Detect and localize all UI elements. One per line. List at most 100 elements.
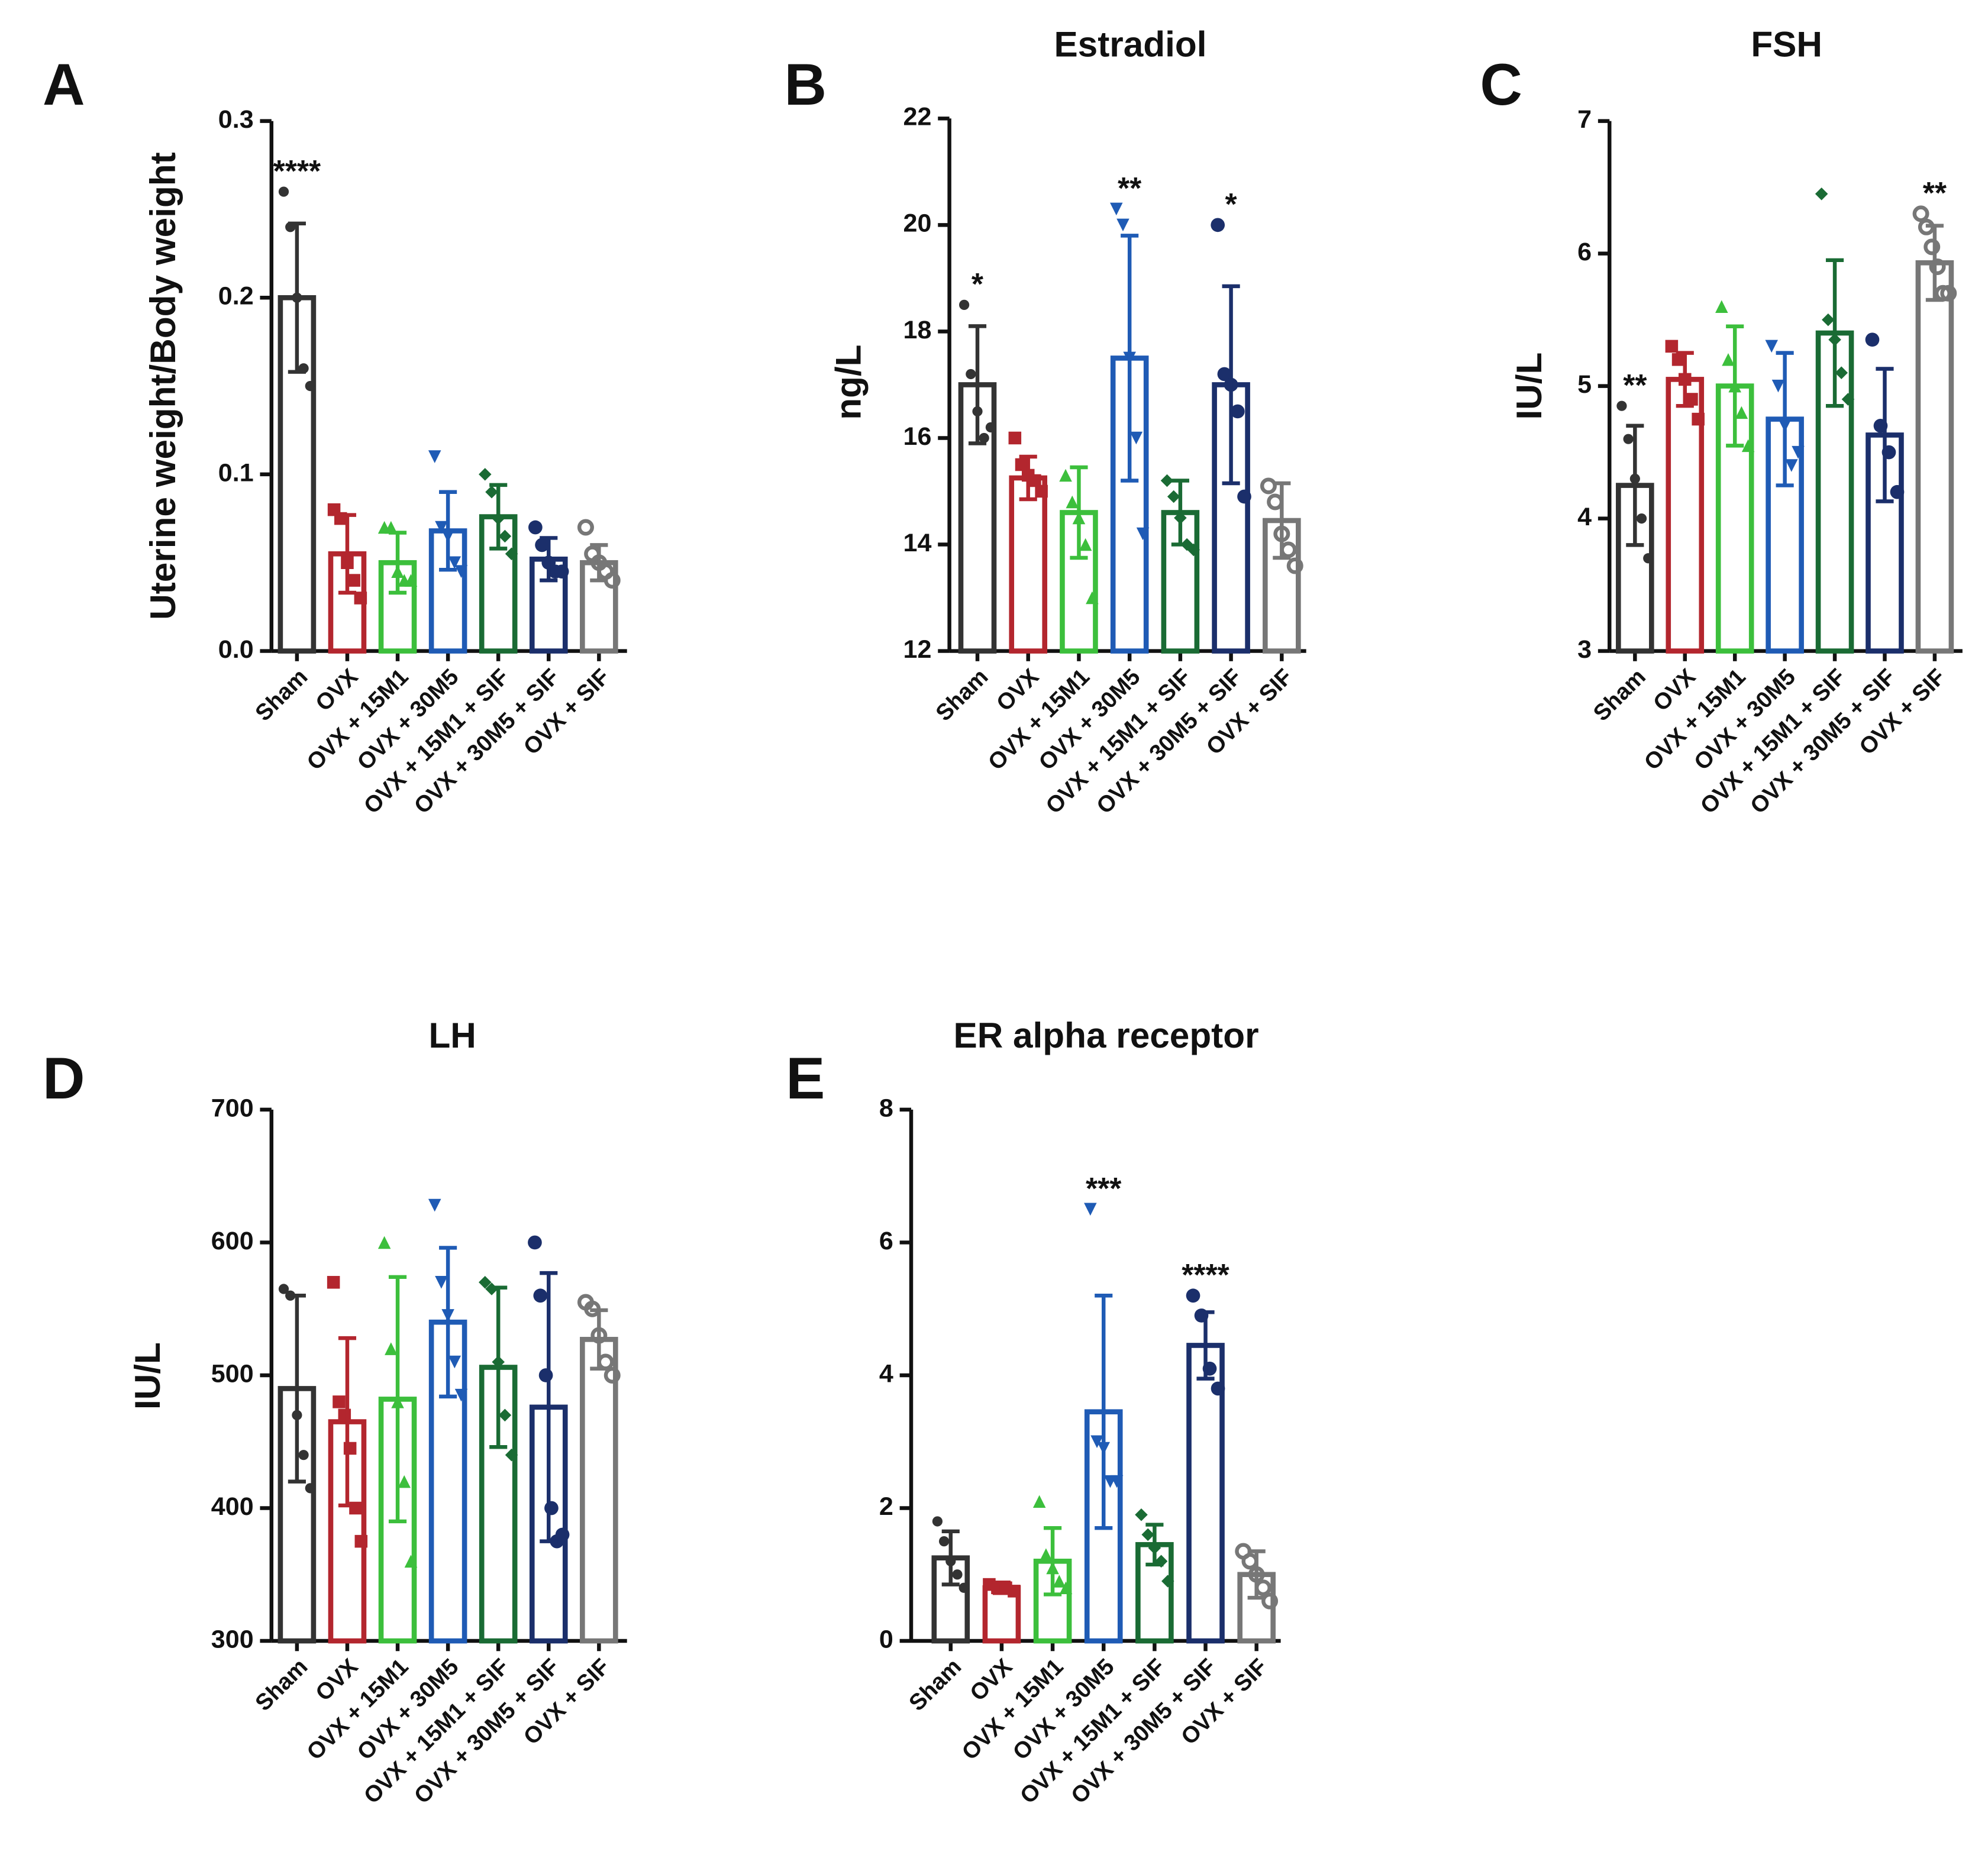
panel-letter: A: [43, 51, 85, 117]
data-point: [958, 1582, 969, 1593]
significance-label: *: [972, 267, 984, 301]
data-point: [1792, 445, 1805, 459]
data-point: [448, 556, 462, 570]
y-tick-label: 400: [211, 1492, 254, 1521]
data-point: [1059, 468, 1072, 482]
x-tick-label: Sham: [250, 664, 312, 726]
x-tick-label: Sham: [250, 1654, 312, 1716]
data-point: [1715, 300, 1728, 313]
data-point: [1865, 332, 1880, 347]
y-tick-label: 2: [879, 1492, 893, 1521]
y-tick-label: 300: [211, 1625, 254, 1653]
data-point: [538, 1368, 553, 1382]
y-tick-label: 7: [1577, 105, 1592, 134]
data-point: [1815, 188, 1828, 201]
data-point: [544, 1501, 559, 1515]
data-point: [1912, 205, 1929, 222]
data-point: [1665, 340, 1679, 353]
data-point: [428, 450, 441, 463]
data-point: [1616, 400, 1627, 411]
data-point: [428, 1198, 441, 1212]
data-point: [1211, 1381, 1225, 1396]
data-point: [1230, 404, 1245, 419]
data-point: [398, 1475, 411, 1488]
data-point: [1136, 527, 1150, 541]
data-point: [1835, 366, 1848, 379]
data-point: [333, 1395, 346, 1408]
data-point: [1822, 313, 1835, 327]
data-point: [1735, 406, 1748, 419]
y-tick-label: 0.3: [218, 105, 254, 134]
data-point: [1015, 458, 1028, 471]
data-point: [479, 1276, 492, 1289]
bar: [1009, 475, 1048, 654]
data-point: [479, 468, 492, 481]
y-tick-label: 16: [903, 422, 932, 451]
data-point: [1110, 1475, 1124, 1488]
data-point: [1129, 431, 1143, 445]
data-point: [1771, 379, 1785, 393]
data-point: [1261, 1592, 1279, 1610]
significance-label: *: [1225, 187, 1238, 221]
data-point: [1008, 1585, 1021, 1598]
panel: A Uterine weight/Body weight 0.0 0.1 0.2 0.3 S…: [43, 51, 627, 819]
x-tick-label: Sham: [1589, 664, 1651, 726]
y-tick-label: 20: [903, 209, 932, 238]
data-point: [1254, 1579, 1271, 1597]
data-point: [377, 1236, 391, 1249]
data-point: [1785, 459, 1798, 472]
data-point: [1260, 477, 1277, 495]
y-tick-label: 500: [211, 1359, 254, 1388]
panel-letter: D: [43, 1045, 85, 1111]
chart-title: LH: [428, 1015, 476, 1055]
y-tick-label: 22: [903, 103, 932, 131]
y-tick-label: 6: [879, 1227, 893, 1255]
data-point: [404, 574, 418, 587]
data-point: [938, 1536, 950, 1547]
data-point: [985, 422, 996, 433]
y-tick-label: 4: [879, 1359, 893, 1388]
data-point: [1211, 218, 1225, 232]
data-point: [1241, 1553, 1258, 1570]
data-point: [1940, 285, 1957, 302]
data-point: [979, 432, 989, 444]
data-point: [305, 380, 315, 392]
data-point: [454, 565, 468, 578]
data-point: [528, 520, 543, 535]
y-tick-label: 0: [879, 1625, 893, 1653]
data-point: [298, 1450, 309, 1460]
data-point: [932, 1516, 943, 1527]
data-point: [1090, 1435, 1103, 1449]
data-point: [1116, 218, 1129, 232]
data-point: [1135, 1508, 1148, 1521]
data-point: [1059, 1581, 1073, 1594]
data-point: [1237, 489, 1251, 504]
data-point: [528, 1235, 542, 1250]
y-axis-label: IU/L: [1509, 353, 1549, 420]
data-point: [1008, 431, 1022, 445]
chart-title: Estradiol: [1054, 24, 1206, 64]
y-axis-label: Uterine weight/Body weight: [143, 152, 183, 620]
data-point: [1040, 1548, 1053, 1561]
data-point: [498, 529, 512, 543]
y-tick-label: 14: [903, 529, 932, 557]
data-point: [435, 1276, 448, 1289]
data-point: [952, 1569, 963, 1580]
data-point: [1623, 434, 1634, 444]
data-point: [1079, 538, 1092, 551]
panel-letter: E: [786, 1045, 825, 1111]
bar: [1915, 260, 1954, 654]
data-point: [1267, 493, 1284, 510]
data-point: [604, 1366, 621, 1384]
y-axis-label: IU/L: [127, 1342, 167, 1410]
data-point: [1280, 541, 1297, 558]
y-tick-label: 0.0: [218, 635, 254, 664]
data-point: [1924, 238, 1941, 256]
data-point: [1685, 393, 1698, 406]
y-tick-label: 6: [1577, 238, 1592, 266]
